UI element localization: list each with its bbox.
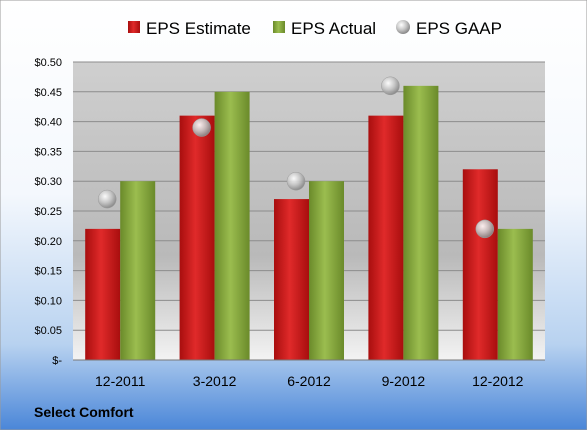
y-tick-label: $0.40 [34, 117, 62, 129]
y-axis-ticks: $- $0.05 $0.10 $0.15 $0.20 $0.25 $0.30 $0.35 $0.… [34, 57, 62, 367]
point-gaap-3-2012 [192, 118, 211, 137]
y-tick-label: $0.25 [34, 206, 62, 218]
y-tick-label: $0.15 [34, 266, 62, 278]
bar-actual-3-2012 [214, 91, 250, 361]
y-tick-label: $0.30 [34, 176, 62, 188]
bar-estimate-9-2012 [368, 115, 404, 360]
point-gaap-12-2011 [97, 189, 117, 209]
point-gaap-6-2012 [286, 171, 306, 191]
bar-actual-6-2012 [309, 181, 344, 360]
legend-item-eps-gaap: EPS GAAP [396, 19, 502, 38]
y-tick-label: $0.20 [34, 236, 62, 248]
x-category-label: 3-2012 [193, 373, 237, 389]
legend-swatch-gaap [396, 20, 410, 34]
bars [85, 85, 533, 361]
x-axis-categories: 12-2011 3-2012 6-2012 9-2012 12-2012 [95, 373, 524, 389]
bar-estimate-12-2012 [462, 169, 498, 360]
point-gaap-12-2012 [475, 219, 495, 239]
x-category-label: 12-2011 [95, 373, 146, 389]
y-tick-label: $0.05 [34, 325, 62, 337]
bar-actual-9-2012 [403, 85, 439, 360]
x-category-label: 9-2012 [382, 373, 426, 389]
company-name: Select Comfort [34, 404, 134, 420]
y-tick-label: $0.10 [34, 295, 62, 307]
bar-actual-12-2012 [497, 228, 533, 360]
bar-estimate-3-2012 [179, 115, 215, 360]
gaap-points [97, 76, 495, 239]
bar-estimate-12-2011 [85, 228, 121, 360]
legend-swatch-estimate [128, 21, 140, 33]
x-category-label: 6-2012 [287, 373, 331, 389]
y-tick-label: $0.45 [34, 87, 62, 99]
y-tick-label: $0.50 [34, 57, 62, 69]
legend-item-eps-actual: EPS Actual [273, 19, 376, 38]
bar-estimate-6-2012 [274, 199, 309, 360]
legend-item-eps-estimate: EPS Estimate [128, 19, 251, 38]
y-tick-label: $0.35 [34, 146, 62, 158]
legend-label-gaap: EPS GAAP [416, 19, 502, 38]
point-gaap-9-2012 [381, 76, 400, 96]
bar-actual-12-2011 [120, 181, 156, 360]
legend-swatch-actual [273, 21, 285, 33]
x-category-label: 12-2012 [472, 373, 524, 389]
legend-label-actual: EPS Actual [291, 19, 376, 38]
legend: EPS Estimate EPS Actual EPS GAAP [128, 19, 502, 38]
y-tick-label: $- [52, 355, 62, 367]
legend-label-estimate: EPS Estimate [146, 19, 251, 38]
